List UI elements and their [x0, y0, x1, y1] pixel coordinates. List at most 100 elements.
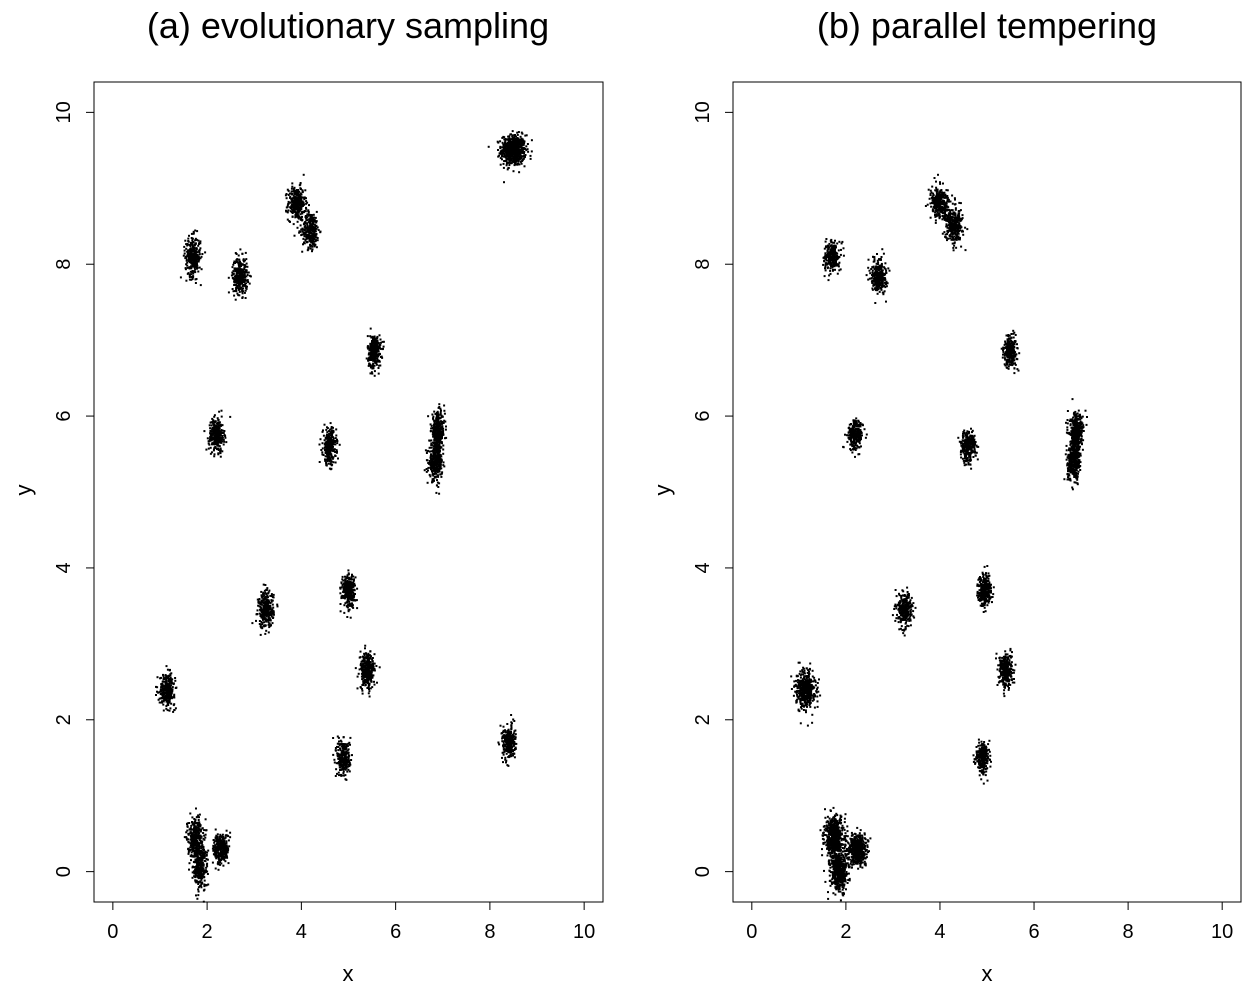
- data-point: [371, 338, 374, 341]
- data-point: [216, 438, 219, 441]
- data-point: [185, 247, 188, 250]
- data-point: [211, 438, 213, 440]
- data-point: [373, 669, 376, 672]
- data-point: [169, 693, 171, 696]
- data-point: [442, 431, 445, 434]
- data-point: [506, 138, 509, 141]
- data-point: [351, 597, 354, 600]
- data-point: [436, 425, 439, 428]
- data-point: [292, 203, 294, 206]
- data-point: [306, 219, 309, 222]
- data-point: [439, 439, 442, 442]
- data-point: [243, 264, 246, 266]
- data-point: [241, 263, 244, 266]
- data-point: [243, 291, 246, 294]
- data-point: [174, 677, 177, 679]
- data-point: [263, 592, 266, 595]
- data-point: [351, 578, 354, 581]
- data-point: [371, 357, 374, 360]
- data-point: [311, 240, 314, 243]
- data-point: [435, 456, 438, 458]
- data-point: [373, 667, 376, 670]
- data-point: [347, 610, 350, 613]
- data-point: [165, 680, 168, 683]
- data-point: [503, 138, 506, 141]
- data-point: [264, 601, 267, 603]
- data-point: [435, 417, 438, 420]
- data-point: [432, 445, 435, 448]
- data-point: [510, 746, 513, 749]
- data-point: [512, 146, 514, 149]
- data-point: [371, 669, 373, 672]
- data-point: [513, 139, 516, 142]
- data-point: [187, 237, 190, 240]
- data-point: [217, 428, 220, 431]
- data-point: [231, 271, 234, 274]
- data-point: [510, 155, 513, 158]
- data-point: [501, 735, 504, 738]
- data-point: [197, 239, 200, 242]
- data-point: [358, 656, 361, 659]
- data-point: [363, 652, 366, 655]
- data-point: [523, 165, 526, 168]
- data-point: [286, 211, 289, 214]
- data-point: [501, 740, 504, 743]
- data-point: [499, 163, 502, 166]
- data-point: [369, 678, 372, 681]
- data-point: [437, 420, 440, 423]
- data-point: [246, 271, 249, 274]
- data-point: [515, 157, 517, 160]
- data-point: [198, 249, 201, 251]
- data-point: [351, 603, 354, 606]
- data-point: [245, 279, 248, 282]
- data-point: [296, 205, 299, 208]
- data-point: [188, 252, 191, 255]
- data-point: [513, 156, 516, 159]
- data-point: [244, 285, 247, 288]
- data-point: [373, 370, 376, 373]
- data-point: [191, 250, 194, 253]
- data-point: [365, 671, 368, 674]
- data-point: [368, 676, 370, 679]
- data-point: [347, 768, 350, 771]
- data-point: [330, 426, 333, 428]
- data-point: [424, 449, 427, 452]
- data-point: [303, 198, 306, 201]
- data-point: [326, 439, 329, 442]
- data-point: [505, 747, 508, 750]
- data-point: [285, 197, 288, 200]
- data-point: [502, 753, 505, 756]
- data-point: [321, 453, 324, 456]
- data-point: [371, 340, 373, 342]
- data-point: [438, 447, 440, 450]
- data-point: [197, 244, 200, 247]
- data-point: [328, 430, 330, 433]
- data-point: [163, 677, 166, 680]
- data-point: [302, 237, 305, 240]
- data-point: [218, 410, 221, 413]
- data-point: [365, 656, 368, 659]
- data-point: [319, 438, 322, 441]
- data-point: [507, 751, 510, 753]
- data-point: [194, 258, 197, 261]
- data-point: [326, 433, 328, 436]
- data-point: [508, 148, 511, 151]
- data-point: [436, 447, 439, 450]
- data-point: [165, 691, 167, 694]
- data-point: [184, 257, 187, 260]
- data-point: [305, 241, 308, 244]
- data-point: [311, 241, 314, 244]
- data-point: [433, 479, 435, 482]
- data-point: [368, 347, 370, 350]
- data-point: [442, 461, 445, 464]
- data-point: [208, 438, 211, 441]
- data-point: [366, 335, 369, 338]
- data-point: [342, 595, 345, 597]
- data-point: [192, 270, 195, 273]
- data-point: [167, 683, 170, 686]
- data-point: [351, 602, 353, 605]
- data-point: [289, 195, 292, 198]
- data-point: [503, 152, 506, 155]
- data-point: [342, 772, 345, 775]
- data-point: [235, 269, 238, 272]
